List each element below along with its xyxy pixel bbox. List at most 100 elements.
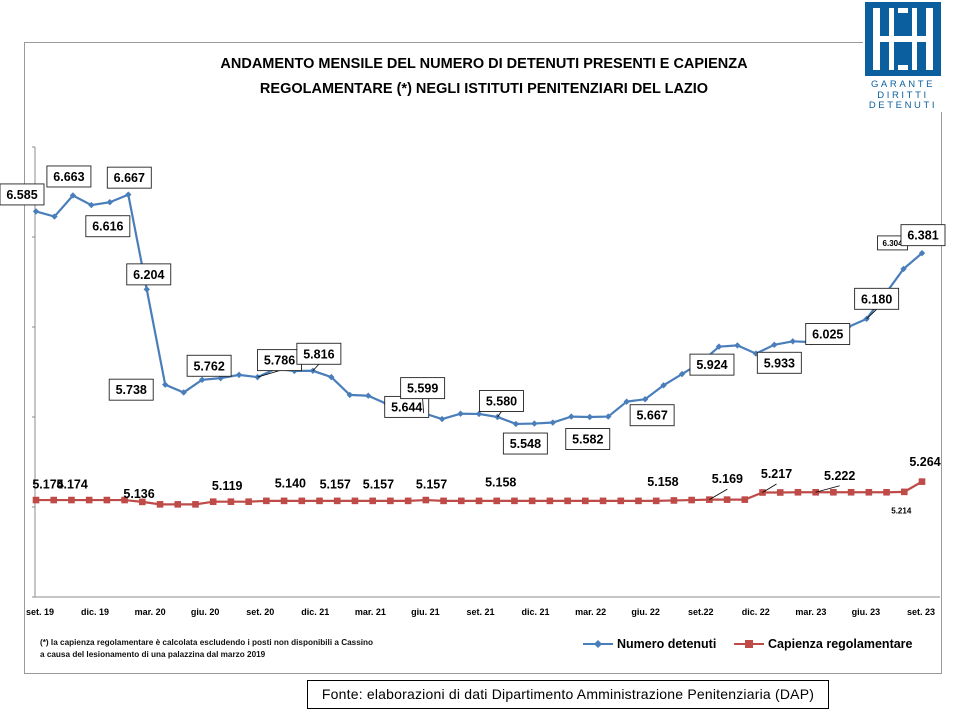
chart-title-line-1: ANDAMENTO MENSILE DEL NUMERO DI DETENUTI…: [220, 56, 748, 72]
series-line-detenuti: [35, 193, 923, 426]
data-point: [564, 497, 571, 505]
data-label: 5.599: [400, 377, 446, 414]
data-point: [641, 396, 649, 403]
data-label-text: 5.174: [57, 478, 88, 492]
data-label-text: 5.786: [264, 354, 295, 368]
data-point: [440, 497, 447, 505]
data-point: [531, 420, 538, 427]
data-point: [156, 501, 164, 508]
data-label: 5.174: [32, 478, 63, 492]
data-label-text: 5.582: [572, 433, 603, 447]
data-point: [759, 489, 766, 496]
data-label: 6.667: [106, 166, 152, 189]
data-label-text: 5.816: [303, 347, 334, 361]
data-label: 5.924: [689, 353, 735, 376]
data-label-text: 6.663: [53, 170, 84, 184]
data-point: [599, 497, 607, 505]
x-tick-label: set.22: [688, 607, 714, 617]
data-point: [198, 376, 206, 383]
data-point: [715, 343, 723, 350]
data-point: [88, 201, 95, 209]
data-point: [789, 338, 796, 345]
data-point: [125, 191, 132, 198]
data-point: [85, 496, 93, 504]
data-point: [723, 496, 731, 503]
logo-emblem: [865, 2, 941, 76]
data-point: [546, 497, 554, 505]
data-label-text: 5.157: [416, 477, 447, 491]
chart-title-line-2: REGOLAMENTARE (*) NEGLI ISTITUTI PENITEN…: [260, 81, 708, 97]
data-label: 6.663: [46, 165, 92, 188]
data-label: 5.582: [565, 428, 611, 450]
data-label: 5.158: [485, 475, 516, 489]
data-label-text: 5.214: [891, 507, 912, 516]
data-label: 6.180: [854, 287, 900, 320]
data-point: [511, 497, 518, 505]
data-point: [180, 389, 187, 396]
data-label: 5.174: [57, 478, 88, 492]
data-label-text: 5.217: [761, 467, 792, 481]
data-label-text: 5.222: [824, 469, 855, 483]
data-point: [494, 413, 501, 421]
garante-logo: GARANTE DIRITTI DETENUTI: [863, 0, 943, 112]
legend-marker-detenuti-icon: [594, 640, 602, 648]
data-label-layer: 6.585 6.663 6.616 6.667 6.204 5.738 5.762 5.786…: [0, 165, 946, 516]
data-label: 5.762: [186, 354, 232, 377]
data-point: [741, 496, 749, 503]
data-point: [174, 501, 182, 508]
x-tick-label: giu. 23: [852, 607, 881, 617]
data-point: [549, 419, 557, 426]
data-point: [103, 496, 111, 504]
data-label-text: 6.304: [883, 239, 904, 248]
data-label: 6.585: [0, 183, 45, 206]
data-point: [333, 497, 341, 505]
data-label: 6.381: [900, 224, 946, 247]
series-layer: [32, 191, 926, 508]
data-label-text: 5.548: [510, 437, 541, 451]
data-point: [847, 488, 855, 496]
data-point: [192, 501, 199, 508]
y-axis-ticks: [32, 146, 35, 598]
data-point: [162, 381, 169, 388]
data-point: [771, 341, 778, 348]
data-label-text: 5.119: [212, 479, 243, 493]
data-point: [660, 382, 667, 389]
x-tick-label: set. 19: [26, 607, 54, 617]
x-tick-label: set. 21: [466, 607, 494, 617]
data-point: [69, 192, 77, 199]
data-label-text: 5.667: [636, 409, 667, 423]
data-point: [605, 413, 612, 420]
x-tick-label: giu. 22: [631, 607, 660, 617]
data-point: [475, 410, 483, 418]
data-point: [106, 199, 114, 206]
data-point: [316, 497, 323, 505]
data-label: 5.933: [756, 351, 802, 374]
data-label: 5.644: [384, 395, 430, 418]
data-label: 5.157: [320, 477, 351, 491]
x-tick-label: set. 20: [246, 607, 274, 617]
data-point: [900, 488, 908, 496]
data-label-text: 5.136: [123, 487, 154, 501]
data-point: [346, 391, 353, 399]
data-label: 5.548: [502, 432, 548, 455]
data-point: [582, 497, 589, 505]
data-point: [121, 496, 128, 504]
data-point: [280, 497, 288, 505]
data-label: 5.816: [296, 342, 342, 372]
data-point: [351, 497, 359, 505]
data-point: [245, 498, 252, 505]
x-tick-label: mar. 20: [135, 607, 166, 617]
x-tick-label: set. 23: [907, 607, 935, 617]
data-point: [387, 497, 394, 505]
data-point: [438, 415, 446, 423]
data-point: [586, 413, 593, 421]
data-point: [235, 371, 243, 379]
data-label: 5.169: [709, 472, 743, 500]
data-label-text: 5.157: [363, 477, 394, 491]
data-point: [227, 498, 235, 505]
data-label: 5.264: [909, 455, 940, 469]
data-point: [734, 342, 741, 349]
legend-marker-capienza-icon: [745, 640, 753, 648]
data-label-text: 6.381: [907, 229, 938, 243]
